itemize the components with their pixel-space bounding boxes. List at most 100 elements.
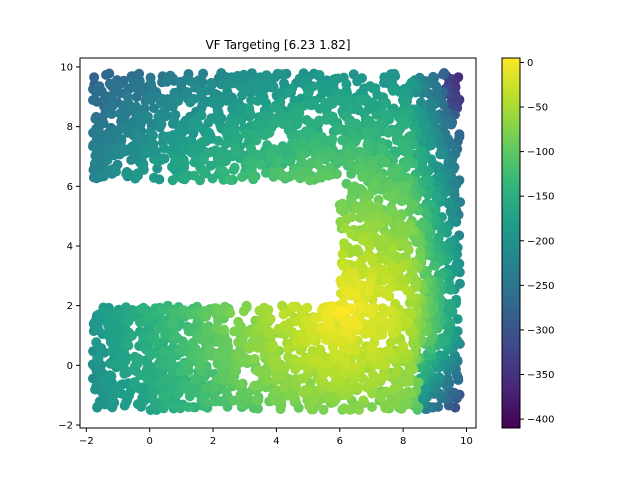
scatter-point — [236, 114, 247, 125]
scatter-point — [168, 318, 179, 329]
scatter-point — [133, 356, 144, 367]
scatter-point — [343, 287, 354, 298]
scatter-point — [167, 365, 178, 376]
scatter-point — [438, 69, 448, 80]
scatter-point — [442, 373, 453, 384]
scatter-point — [385, 337, 396, 348]
scatter-point — [294, 114, 305, 125]
scatter-point — [419, 121, 429, 131]
scatter-point — [153, 111, 164, 122]
scatter-point — [200, 383, 211, 394]
scatter-point — [151, 146, 161, 157]
scatter-point — [374, 220, 385, 231]
scatter-point — [101, 307, 112, 318]
scatter-point — [226, 78, 237, 89]
scatter-point — [262, 71, 273, 81]
scatter-point — [217, 356, 228, 367]
scatter-point — [207, 173, 218, 184]
scatter-point — [195, 359, 206, 370]
scatter-point — [122, 91, 133, 102]
scatter-point — [233, 132, 244, 143]
scatter-point — [237, 172, 247, 182]
x-tick-label: 4 — [273, 436, 279, 447]
scatter-point — [335, 204, 346, 215]
scatter-point — [369, 232, 380, 242]
scatter-point — [127, 330, 137, 341]
scatter-point — [189, 374, 200, 385]
scatter-point — [222, 401, 233, 412]
scatter-point — [263, 304, 274, 315]
scatter-point — [229, 367, 240, 378]
scatter-point — [286, 170, 296, 181]
scatter-point — [88, 95, 98, 106]
scatter-point — [104, 370, 115, 381]
scatter-point — [176, 156, 187, 167]
scatter-point — [383, 273, 393, 284]
scatter-point — [198, 167, 209, 177]
scatter-point — [255, 159, 266, 170]
scatter-point — [271, 385, 282, 396]
scatter-point — [383, 179, 394, 190]
scatter-point — [115, 108, 126, 119]
scatter-point — [209, 396, 220, 407]
scatter-point — [307, 81, 318, 92]
scatter-point — [206, 77, 217, 88]
scatter-point — [391, 366, 402, 377]
scatter-point — [451, 179, 462, 190]
scatter-point — [246, 164, 257, 175]
scatter-point — [287, 301, 298, 312]
scatter-point — [251, 135, 262, 146]
scatter-point — [119, 400, 130, 411]
scatter-point — [233, 316, 244, 327]
scatter-point — [328, 327, 339, 338]
scatter-point — [373, 209, 384, 219]
colorbar-tick-label: −200 — [527, 236, 554, 247]
scatter-point — [93, 325, 104, 336]
scatter-point — [257, 369, 268, 380]
scatter-point — [367, 83, 378, 94]
scatter-point — [452, 314, 463, 325]
scatter-point — [318, 404, 329, 415]
y-tick-label: −2 — [58, 421, 73, 432]
scatter-point — [273, 358, 284, 369]
scatter-point — [365, 168, 376, 179]
scatter-point — [110, 308, 121, 319]
colorbar-tick-label: 0 — [527, 58, 533, 69]
scatter-point — [178, 143, 189, 154]
scatter-point — [318, 376, 329, 387]
scatter-point — [101, 69, 112, 80]
scatter-point — [386, 191, 397, 201]
scatter-point — [179, 339, 190, 349]
scatter-point — [433, 251, 444, 262]
scatter-point — [382, 346, 393, 356]
scatter-point — [314, 116, 325, 126]
y-tick-label: 10 — [60, 62, 73, 73]
colorbar-tick-label: −250 — [527, 281, 554, 292]
scatter-point — [364, 241, 375, 252]
scatter-point — [345, 103, 356, 114]
scatter-point — [252, 95, 263, 106]
scatter-point — [328, 392, 339, 403]
scatter-point — [194, 121, 205, 132]
scatter-point — [349, 362, 360, 373]
scatter-point — [197, 136, 208, 147]
scatter-point — [264, 127, 275, 138]
scatter-point — [265, 314, 276, 324]
scatter-point — [236, 398, 247, 409]
scatter-point — [162, 388, 173, 399]
scatter-point — [90, 384, 101, 395]
scatter-point — [353, 259, 364, 270]
y-tick-label: 0 — [67, 361, 73, 372]
scatter-point — [408, 199, 418, 210]
scatter-point — [329, 348, 340, 359]
scatter-point — [388, 155, 399, 166]
scatter-point — [380, 403, 391, 414]
scatter-point — [217, 348, 228, 359]
scatter-point — [335, 336, 346, 347]
scatter-point — [245, 108, 256, 119]
scatter-point — [397, 224, 408, 235]
scatter-point — [183, 402, 194, 413]
scatter-point — [311, 353, 321, 364]
colorbar-tick-label: −400 — [527, 415, 554, 426]
scatter-point — [380, 157, 391, 168]
